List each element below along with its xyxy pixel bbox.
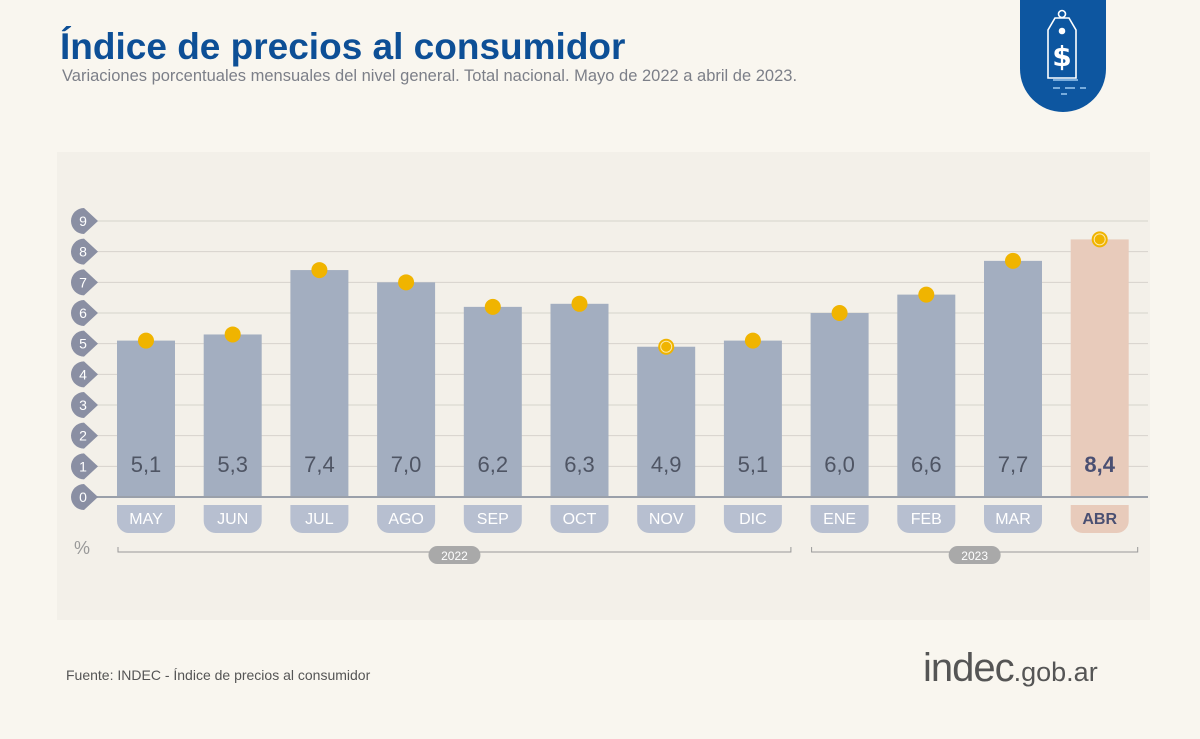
brand-suffix: .gob.ar [1013,657,1098,687]
bar [203,334,262,496]
value-marker [138,332,154,349]
category-label: DIC [739,511,767,528]
bar [1070,239,1129,496]
bar [984,260,1042,496]
bar [897,294,956,496]
category-pill [897,505,956,533]
category-label: MAR [995,511,1031,528]
value-label: 6,0 [824,452,855,477]
category-label: ENE [823,511,856,528]
y-tick-label: 2 [79,428,87,444]
bar [637,346,696,496]
category-pill [637,505,696,533]
bar [377,282,436,496]
brand-main: indec [923,646,1015,690]
value-marker [571,295,588,312]
y-axis-label: % [74,538,90,558]
category-pill [203,505,262,533]
bar [810,313,869,496]
year-label: 2022 [441,549,468,563]
y-tick-label: 0 [79,489,87,505]
value-label: 5,1 [738,452,769,477]
category-pill [1070,505,1129,533]
y-tick-label: 7 [79,274,87,290]
bar [117,340,175,496]
y-tick-marker [71,361,98,388]
value-label: 8,4 [1084,452,1115,477]
marker-ring [1093,233,1106,246]
category-label: MAY [129,511,163,528]
category-pill [377,505,436,533]
y-tick-label: 1 [79,458,87,474]
y-tick-label: 8 [79,244,87,260]
year-pill [948,546,1001,564]
value-label: 6,6 [911,452,942,477]
subtitle: Variaciones porcentuales mensuales del n… [62,67,798,85]
category-pill [723,505,782,533]
category-label: NOV [649,511,684,528]
y-tick-label: 6 [79,305,87,321]
category-pill [984,505,1042,533]
price-tag-dollar-icon: $ [1047,9,1086,95]
y-tick-marker [71,422,98,449]
y-tick-marker [71,300,98,326]
value-marker [484,298,501,315]
y-tick-label: 9 [79,213,87,229]
y-tick-marker [71,330,98,357]
category-label: OCT [563,511,597,528]
category-label: AGO [388,511,424,528]
source-note: Fuente: INDEC - Índice de precios al con… [66,667,371,683]
category-pill [290,505,349,533]
value-marker [224,326,241,343]
value-marker [831,305,848,321]
value-marker [918,286,935,303]
y-tick-marker [71,392,98,418]
page-title: Índice de precios al consumidor [60,26,626,67]
bar [463,306,522,496]
category-label: SEP [477,511,509,528]
svg-text:$: $ [1052,40,1071,73]
year-pill [428,546,481,564]
y-tick-marker [71,269,98,296]
y-tick-marker [71,484,98,510]
y-tick-marker [71,208,98,234]
value-label: 4,9 [651,452,682,477]
value-label: 7,0 [391,452,422,477]
value-label: 5,3 [217,452,248,477]
category-label: JUL [305,511,334,528]
bar [290,270,349,496]
value-label: 6,2 [478,452,509,477]
category-label: JUN [217,511,248,528]
value-marker [1005,252,1021,269]
category-label: FEB [911,511,942,528]
value-label: 5,1 [131,452,162,477]
y-tick-label: 5 [79,336,87,352]
value-marker [744,332,761,349]
value-label: 6,3 [564,452,595,477]
year-label: 2023 [961,549,988,563]
y-tick-marker [71,453,98,480]
badge: $ [1020,0,1106,112]
bar [550,303,609,496]
bar [723,340,782,496]
y-tick-label: 4 [79,366,87,382]
value-marker [398,274,415,291]
y-tick-marker [71,238,98,265]
category-pill [550,505,609,533]
brand-logo: indec.gob.ar [923,646,1098,691]
y-tick-label: 3 [79,397,87,413]
marker-ring [660,340,673,353]
value-label: 7,4 [304,452,335,477]
value-label: 7,7 [998,452,1029,477]
category-pill [117,505,175,533]
category-pill [463,505,522,533]
value-marker [311,262,328,279]
category-label: ABR [1082,511,1117,528]
category-pill [810,505,869,533]
